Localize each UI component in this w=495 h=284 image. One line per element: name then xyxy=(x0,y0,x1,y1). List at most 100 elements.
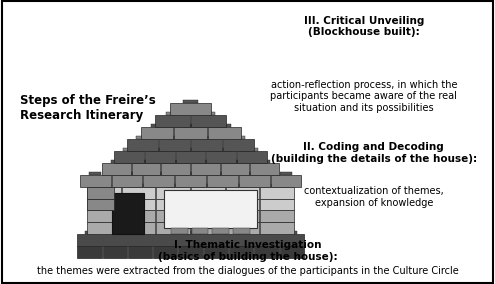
Bar xyxy=(200,160,211,163)
Text: action-reflection process, in which the
participants became aware of the real
si: action-reflection process, in which the … xyxy=(270,80,457,113)
Bar xyxy=(211,231,221,234)
Bar xyxy=(166,112,180,115)
Bar xyxy=(144,175,174,187)
Bar xyxy=(121,172,133,175)
Bar xyxy=(135,243,145,246)
Bar xyxy=(191,115,226,127)
Bar xyxy=(200,136,213,139)
Bar xyxy=(154,148,166,151)
Bar xyxy=(87,210,121,222)
Bar xyxy=(211,243,221,246)
Bar xyxy=(201,208,214,210)
Bar xyxy=(87,222,121,234)
Bar xyxy=(223,139,254,151)
Bar xyxy=(280,246,304,258)
Bar xyxy=(111,160,122,163)
Bar xyxy=(236,208,249,210)
Bar xyxy=(77,246,101,258)
Bar xyxy=(80,175,110,187)
Bar xyxy=(135,231,145,234)
Bar xyxy=(176,151,205,163)
Bar xyxy=(201,184,214,187)
Bar xyxy=(226,187,259,199)
Bar xyxy=(110,231,119,234)
Bar xyxy=(122,199,155,210)
Bar xyxy=(102,163,131,175)
Bar xyxy=(246,148,258,151)
Bar xyxy=(287,243,297,246)
Bar xyxy=(132,184,145,187)
Bar xyxy=(114,151,144,163)
Bar xyxy=(183,100,198,103)
Bar xyxy=(98,196,110,199)
Bar xyxy=(178,246,203,258)
Bar xyxy=(170,160,181,163)
Bar xyxy=(215,148,227,151)
Bar xyxy=(156,199,190,210)
Bar xyxy=(271,184,284,187)
Bar xyxy=(191,210,225,222)
Bar xyxy=(152,172,165,175)
Bar xyxy=(122,222,155,234)
Bar xyxy=(175,175,206,187)
Bar xyxy=(156,222,190,234)
Bar xyxy=(185,172,197,175)
Bar xyxy=(254,234,279,246)
Bar xyxy=(87,187,121,199)
Bar xyxy=(122,187,155,199)
Bar xyxy=(191,163,220,175)
Bar xyxy=(221,163,249,175)
Bar xyxy=(287,231,297,234)
Bar xyxy=(160,231,170,234)
Bar xyxy=(230,160,241,163)
Bar xyxy=(237,243,246,246)
Bar xyxy=(153,234,177,246)
Bar xyxy=(167,196,180,199)
Bar xyxy=(163,190,257,228)
Bar xyxy=(192,228,208,234)
Bar xyxy=(236,220,249,222)
Bar xyxy=(236,184,249,187)
Bar xyxy=(260,210,294,222)
Bar xyxy=(201,112,215,115)
Bar xyxy=(174,127,207,139)
Bar xyxy=(89,172,101,175)
Bar xyxy=(150,124,163,127)
Bar xyxy=(262,231,271,234)
Bar xyxy=(254,246,279,258)
Bar xyxy=(226,210,259,222)
Bar xyxy=(204,234,228,246)
Bar xyxy=(161,163,190,175)
Bar xyxy=(250,163,279,175)
Bar xyxy=(87,199,121,210)
Bar xyxy=(141,160,151,163)
Bar xyxy=(98,220,110,222)
Bar xyxy=(248,172,260,175)
Bar xyxy=(260,222,294,234)
Bar xyxy=(171,228,188,234)
Text: the themes were extracted from the dialogues of the participants in the Culture : the themes were extracted from the dialo… xyxy=(37,266,458,275)
Bar xyxy=(191,139,222,151)
Bar xyxy=(159,139,190,151)
Bar xyxy=(132,208,145,210)
Bar xyxy=(132,220,145,222)
Bar xyxy=(233,136,245,139)
Bar xyxy=(239,175,270,187)
Bar xyxy=(191,222,225,234)
Bar xyxy=(98,208,110,210)
Bar xyxy=(260,187,294,199)
Bar xyxy=(184,124,197,127)
Bar xyxy=(201,196,214,199)
Bar xyxy=(141,127,173,139)
Bar xyxy=(156,210,190,222)
Bar xyxy=(208,127,241,139)
Bar xyxy=(160,243,170,246)
Bar xyxy=(110,243,119,246)
Bar xyxy=(226,222,259,234)
Bar xyxy=(259,160,270,163)
Bar xyxy=(170,103,211,115)
Bar xyxy=(212,228,229,234)
Bar xyxy=(156,187,190,199)
Bar xyxy=(102,234,127,246)
Text: II. Coding and Decoding
(building the details of the house):: II. Coding and Decoding (building the de… xyxy=(271,142,477,164)
